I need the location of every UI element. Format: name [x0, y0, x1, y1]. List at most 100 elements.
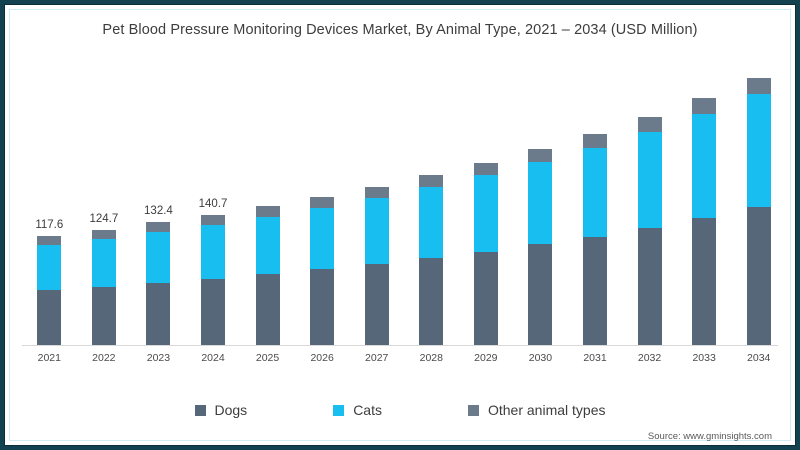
bar-segment-other-animal-types[interactable] [637, 116, 662, 132]
x-axis-tick-label: 2029 [474, 352, 498, 364]
bar-segment-dogs[interactable] [146, 282, 171, 346]
bar-segment-other-animal-types[interactable] [583, 133, 607, 148]
chart-legend: Dogs Cats Other animal types [4, 402, 796, 418]
bar-segment-cats[interactable] [310, 207, 335, 270]
bar-segment-dogs[interactable] [692, 217, 717, 346]
bar-segment-dogs[interactable] [310, 269, 335, 346]
x-axis-tick-label: 2030 [528, 352, 553, 364]
bar-column[interactable] [255, 206, 280, 346]
bar-column[interactable]: 132.4 [144, 205, 173, 346]
source-attribution: Source: www.gminsights.com [647, 431, 772, 442]
x-axis-tick-label: 2022 [92, 352, 116, 364]
bar-stack [310, 196, 335, 346]
bar-column[interactable] [746, 77, 771, 346]
legend-swatch-cats [333, 404, 345, 416]
x-axis-tick-label: 2028 [419, 352, 443, 364]
bar-segment-dogs[interactable] [91, 286, 116, 346]
bar-segment-other-animal-types[interactable] [419, 175, 444, 188]
bar-column[interactable]: 117.6 [35, 219, 63, 346]
bar-stack [637, 116, 662, 346]
x-axis-tick-label: 2024 [201, 352, 225, 364]
bar-stack: 140.7 [199, 198, 227, 346]
bar-column[interactable] [364, 186, 389, 347]
bar-stack [419, 175, 444, 346]
legend-label-cats: Cats [353, 402, 382, 418]
bar-segment-other-animal-types[interactable] [37, 236, 62, 246]
bar-value-label: 140.7 [198, 197, 228, 210]
bar-segment-cats[interactable] [364, 197, 389, 265]
x-axis-tick-label: 2021 [37, 352, 61, 364]
bar-stack [746, 77, 771, 346]
x-axis-tick-label: 2023 [146, 352, 171, 364]
bar-segment-other-animal-types[interactable] [146, 222, 171, 233]
bar-segment-dogs[interactable] [637, 227, 662, 346]
bar-segment-dogs[interactable] [583, 236, 607, 346]
bar-column[interactable] [419, 175, 444, 346]
bar-column[interactable] [310, 196, 335, 346]
bar-stack: 124.7 [89, 213, 118, 346]
x-axis-tick-label: 2031 [583, 352, 607, 364]
bar-column[interactable]: 124.7 [89, 213, 118, 346]
legend-swatch-dogs [194, 404, 206, 416]
bar-segment-other-animal-types[interactable] [91, 229, 116, 239]
bar-stack [583, 133, 607, 346]
bar-segment-other-animal-types[interactable] [310, 196, 335, 208]
bar-stack [473, 162, 498, 346]
legend-label-dogs: Dogs [214, 402, 248, 418]
bar-segment-other-animal-types[interactable] [473, 162, 498, 176]
legend-item-cats[interactable]: Cats [333, 402, 382, 418]
bar-segment-dogs[interactable] [528, 244, 553, 346]
bar-stack: 132.4 [144, 205, 173, 346]
bar-segment-cats[interactable] [473, 175, 498, 252]
x-axis-line [22, 345, 778, 346]
bar-stack: 117.6 [35, 219, 63, 346]
bar-segment-cats[interactable] [528, 162, 553, 245]
bar-segment-cats[interactable] [746, 94, 771, 208]
chart-title: Pet Blood Pressure Monitoring Devices Ma… [102, 22, 698, 38]
bar-segment-dogs[interactable] [255, 274, 280, 346]
bar-segment-cats[interactable] [692, 113, 717, 218]
bar-column[interactable] [637, 116, 662, 346]
bar-segment-dogs[interactable] [364, 264, 389, 346]
bar-column[interactable] [473, 162, 498, 346]
bar-segment-other-animal-types[interactable] [528, 148, 553, 163]
legend-item-other-animal-types[interactable]: Other animal types [467, 402, 606, 418]
bar-value-label: 124.7 [89, 212, 119, 225]
bar-segment-cats[interactable] [201, 224, 225, 279]
bar-segment-dogs[interactable] [37, 290, 62, 346]
bar-segment-cats[interactable] [91, 238, 116, 287]
bar-segment-dogs[interactable] [473, 251, 498, 346]
x-axis-tick-label: 2033 [692, 352, 716, 364]
bar-segment-cats[interactable] [146, 232, 171, 283]
bar-stack [528, 148, 553, 346]
x-axis-tick-label: 2025 [255, 352, 280, 364]
bar-column[interactable] [528, 148, 553, 346]
legend-swatch-other-animal-types [467, 404, 479, 416]
bar-segment-cats[interactable] [419, 187, 444, 259]
bar-segment-other-animal-types[interactable] [201, 214, 225, 225]
bar-value-label: 132.4 [144, 205, 173, 218]
bar-segment-other-animal-types[interactable] [364, 186, 389, 198]
bar-stack [364, 186, 389, 347]
bar-stack [692, 98, 717, 346]
legend-item-dogs[interactable]: Dogs [194, 402, 248, 418]
bar-column[interactable]: 140.7 [199, 198, 227, 346]
bar-segment-dogs[interactable] [746, 207, 771, 346]
legend-label-other-animal-types: Other animal types [487, 402, 606, 418]
x-axis-tick-label: 2027 [365, 352, 389, 364]
bar-stack [255, 206, 280, 346]
bar-segment-other-animal-types[interactable] [746, 77, 771, 94]
bar-value-label: 117.6 [35, 219, 64, 232]
bar-segment-dogs[interactable] [419, 258, 444, 346]
bar-segment-cats[interactable] [37, 245, 62, 290]
bar-segment-other-animal-types[interactable] [255, 206, 280, 217]
bar-column[interactable] [583, 133, 607, 346]
bar-column[interactable] [692, 98, 717, 346]
bar-segment-dogs[interactable] [201, 278, 225, 346]
bar-segment-cats[interactable] [255, 216, 280, 275]
bar-segment-other-animal-types[interactable] [692, 98, 717, 114]
x-axis-tick-label: 2032 [637, 352, 662, 364]
bar-segment-cats[interactable] [637, 131, 662, 228]
bar-segment-cats[interactable] [583, 147, 607, 237]
